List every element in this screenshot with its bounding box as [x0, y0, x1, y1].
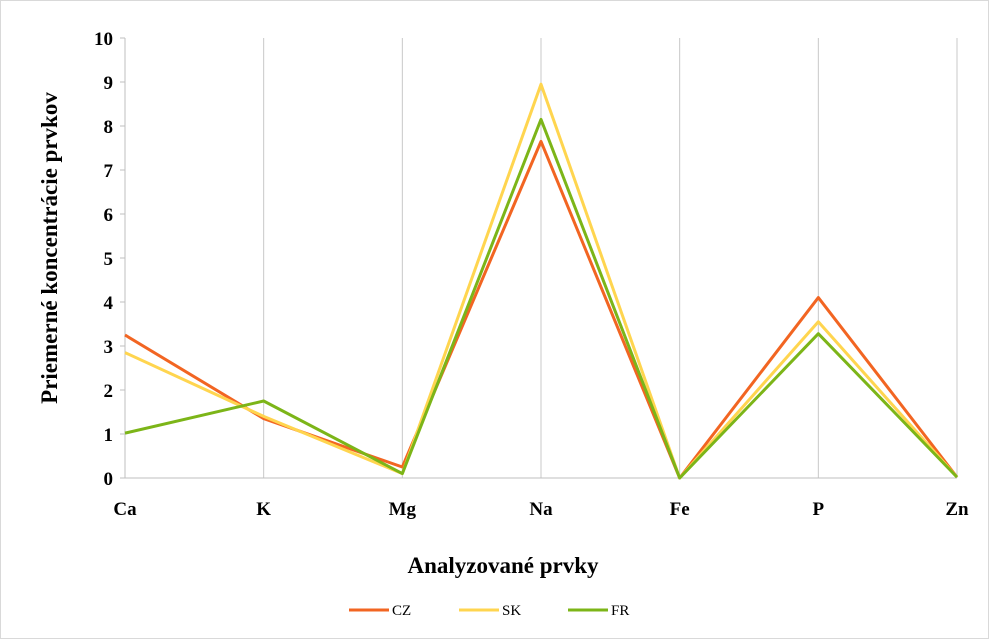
legend: CZ SK FR — [349, 603, 629, 619]
legend-item-fr: FR — [568, 603, 629, 619]
y-tick-labels: 0 1 2 3 4 5 6 7 8 9 10 — [94, 29, 114, 490]
legend-label: FR — [611, 603, 629, 619]
y-tick-label: 1 — [104, 425, 114, 446]
y-tick-label: 2 — [104, 381, 114, 402]
y-tick-label: 8 — [104, 117, 114, 138]
x-tick-label: P — [813, 499, 825, 520]
y-tick-label: 7 — [104, 161, 114, 182]
x-tick-label: Na — [529, 499, 553, 520]
y-tick-label: 10 — [94, 29, 113, 50]
x-axis-title: Analyzované prvky — [407, 553, 599, 578]
x-tick-label: Fe — [670, 499, 690, 520]
y-tick-label: 6 — [104, 205, 114, 226]
x-tick-label: K — [256, 499, 271, 520]
legend-item-sk: SK — [459, 603, 521, 619]
y-tick-label: 3 — [104, 337, 114, 358]
legend-item-cz: CZ — [349, 603, 411, 619]
x-tick-label: Ca — [113, 499, 137, 520]
gridlines — [264, 38, 957, 478]
y-tick-label: 9 — [104, 73, 114, 94]
x-tick-label: Zn — [945, 499, 969, 520]
x-tick-label: Mg — [389, 499, 417, 520]
legend-label: SK — [502, 603, 521, 619]
legend-label: CZ — [392, 603, 411, 619]
y-axis-title: Priemerné koncentrácie prvkov — [37, 92, 62, 404]
y-tick-label: 5 — [104, 249, 114, 270]
x-tick-labels: Ca K Mg Na Fe P Zn — [113, 499, 969, 520]
axes — [120, 38, 957, 478]
y-tick-label: 4 — [104, 293, 114, 314]
y-tick-label: 0 — [104, 469, 114, 490]
